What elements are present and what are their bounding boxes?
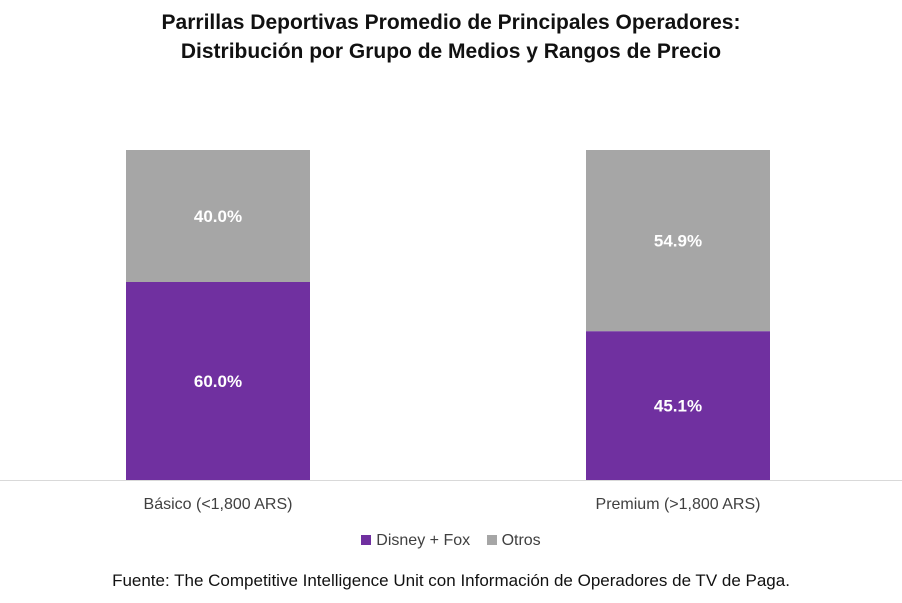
source-note: Fuente: The Competitive Intelligence Uni… bbox=[112, 571, 790, 590]
data-label-disney-fox-premium: 45.1% bbox=[654, 397, 702, 416]
legend-label-otros: Otros bbox=[501, 532, 541, 549]
bar-segment-disney-fox-premium bbox=[586, 331, 770, 480]
data-label-otros-basico: 40.0% bbox=[194, 207, 242, 226]
chart-title-line-2: Distribución por Grupo de Medios y Rango… bbox=[180, 40, 722, 63]
x-tick-label-basico: Básico (<1,800 ARS) bbox=[144, 496, 293, 513]
chart-title: Parrillas Deportivas Promedio de Princip… bbox=[0, 8, 902, 66]
bar-segment-disney-fox-basico bbox=[126, 282, 310, 480]
legend-swatch-otros bbox=[486, 535, 497, 545]
x-tick-label-premium: Premium (>1,800 ARS) bbox=[596, 496, 761, 513]
data-label-otros-premium: 54.9% bbox=[654, 232, 702, 251]
chart-legend: Disney + Fox Otros bbox=[0, 532, 902, 550]
data-label-disney-fox-basico: 60.0% bbox=[194, 372, 242, 391]
legend-swatch-disney-fox bbox=[361, 535, 372, 545]
legend-item-disney-fox: Disney + Fox bbox=[361, 532, 470, 550]
legend-item-otros: Otros bbox=[486, 532, 541, 550]
bar-segment-otros-premium bbox=[586, 150, 770, 332]
bar-segment-otros-basico bbox=[126, 150, 310, 282]
chart-title-line-1: Parrillas Deportivas Promedio de Princip… bbox=[161, 11, 741, 34]
legend-label-disney-fox: Disney + Fox bbox=[376, 532, 471, 549]
